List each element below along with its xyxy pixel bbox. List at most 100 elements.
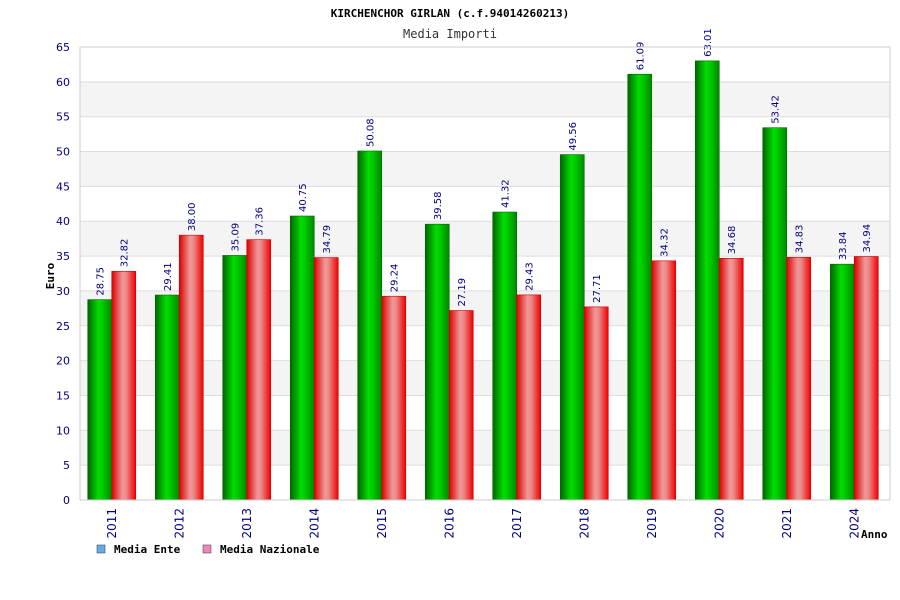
y-tick-label: 60	[56, 76, 70, 89]
bar-media-ente	[627, 73, 653, 501]
y-tick-label: 25	[56, 320, 70, 333]
bar-media-nazionale	[381, 295, 407, 501]
chart-subtitle: Media Importi	[403, 27, 497, 41]
bar-value-label: 41.32	[501, 179, 512, 208]
x-tick-label: 2020	[712, 508, 726, 539]
grid-band	[80, 430, 890, 466]
legend-label-media-nazionale: Media Nazionale	[220, 543, 320, 556]
bar-value-label: 61.09	[636, 42, 647, 71]
y-tick-label: 5	[63, 459, 70, 472]
y-tick-label: 50	[56, 146, 70, 159]
bar-value-label: 35.09	[231, 223, 242, 252]
x-tick-label: 2011	[105, 508, 119, 539]
bar-media-ente	[87, 299, 113, 501]
bar-value-label: 34.94	[862, 224, 873, 253]
bar-value-label: 34.79	[322, 225, 333, 254]
bar-value-label: 38.00	[187, 203, 198, 232]
legend-swatch-media-nazionale	[202, 544, 212, 554]
bar-media-ente	[492, 211, 518, 501]
x-tick-label: 2012	[172, 508, 186, 539]
grid-band	[80, 116, 890, 152]
bar-value-label: 34.83	[795, 225, 806, 254]
bar-value-label: 33.84	[838, 232, 849, 261]
y-tick-label: 65	[56, 41, 70, 54]
bar-value-label: 28.75	[96, 267, 107, 296]
bars	[87, 60, 879, 501]
x-tick-label: 2021	[780, 508, 794, 539]
grid-band	[80, 186, 890, 222]
x-tick-label: 2024	[847, 508, 861, 539]
bar-value-label: 34.68	[727, 226, 738, 255]
grid-band	[80, 256, 890, 291]
bar-media-nazionale	[178, 234, 204, 501]
axes: 0 5 10 15 20 25 30 35 40 45 50 55 60 65 2011 2012 2013 20…	[56, 41, 891, 539]
bar-value-label: 29.24	[390, 264, 401, 293]
y-tick-label: 55	[56, 111, 70, 124]
bar-media-ente	[222, 255, 248, 501]
bar-media-ente	[424, 223, 450, 501]
bar-value-label: 53.42	[771, 95, 782, 124]
grid-band	[80, 360, 890, 396]
bar-value-label: 29.43	[525, 262, 536, 291]
bar-media-ente	[559, 154, 585, 501]
x-tick-label: 2013	[240, 508, 254, 539]
bar-media-nazionale	[853, 256, 879, 501]
grid-band	[80, 221, 890, 257]
bar-media-ente	[829, 263, 855, 501]
chart-title: KIRCHENCHOR GIRLAN (c.f.94014260213)	[331, 7, 569, 20]
grid-band	[80, 290, 890, 326]
bar-media-nazionale	[651, 260, 677, 501]
grid-band	[80, 465, 890, 500]
bar-media-nazionale	[583, 306, 609, 501]
bar-value-label: 63.01	[703, 28, 714, 57]
x-tick-label: 2016	[442, 508, 456, 539]
bar-media-nazionale	[111, 270, 137, 501]
data-labels: 28.75 32.82 29.41 38.00 35.09 37.36 40.75 34.79…	[96, 28, 874, 306]
y-axis-label: Euro	[44, 262, 57, 289]
bar-value-label: 40.75	[298, 183, 309, 212]
bar-media-nazionale	[786, 256, 812, 501]
bar-media-ente	[357, 150, 383, 501]
grid	[80, 46, 890, 501]
x-tick-label: 2015	[375, 508, 389, 539]
grid-band	[80, 81, 890, 117]
y-tick-label: 30	[56, 285, 70, 298]
y-tick-label: 35	[56, 250, 70, 263]
x-tick-label: 2014	[307, 508, 321, 539]
grid-band	[80, 151, 890, 187]
bar-media-nazionale	[246, 239, 272, 501]
bar-value-label: 27.71	[592, 274, 603, 303]
bar-media-nazionale	[516, 294, 542, 501]
legend: Media Ente Media Nazionale	[96, 543, 320, 556]
y-tick-label: 45	[56, 180, 70, 193]
y-tick-label: 0	[63, 494, 70, 507]
x-tick-label: 2017	[510, 508, 524, 539]
bar-value-label: 37.36	[255, 207, 266, 236]
bar-value-label: 27.19	[457, 278, 468, 307]
bar-media-ente	[289, 215, 315, 501]
bar-value-label: 50.08	[366, 118, 377, 147]
bar-value-label: 32.82	[120, 239, 131, 268]
x-axis-label: Anno	[861, 528, 888, 541]
bar-media-ente	[694, 60, 720, 501]
bar-media-nazionale	[313, 257, 339, 501]
y-tick-label: 15	[56, 389, 70, 402]
bar-media-ente	[154, 294, 180, 501]
bar-value-label: 34.32	[660, 228, 671, 257]
x-tick-label: 2018	[577, 508, 591, 539]
grid-band	[80, 395, 890, 431]
y-tick-label: 40	[56, 215, 70, 228]
y-tick-label: 20	[56, 355, 70, 368]
y-tick-label: 10	[56, 424, 70, 437]
grid-band	[80, 47, 890, 82]
legend-label-media-ente: Media Ente	[114, 543, 181, 556]
grid-band	[80, 325, 890, 361]
bar-media-ente	[762, 127, 788, 501]
bar-value-label: 39.58	[433, 192, 444, 221]
bar-media-nazionale	[718, 258, 744, 501]
bar-value-label: 49.56	[568, 122, 579, 151]
bar-media-nazionale	[448, 310, 474, 501]
legend-swatch-media-ente	[96, 544, 106, 554]
x-tick-label: 2019	[645, 508, 659, 539]
